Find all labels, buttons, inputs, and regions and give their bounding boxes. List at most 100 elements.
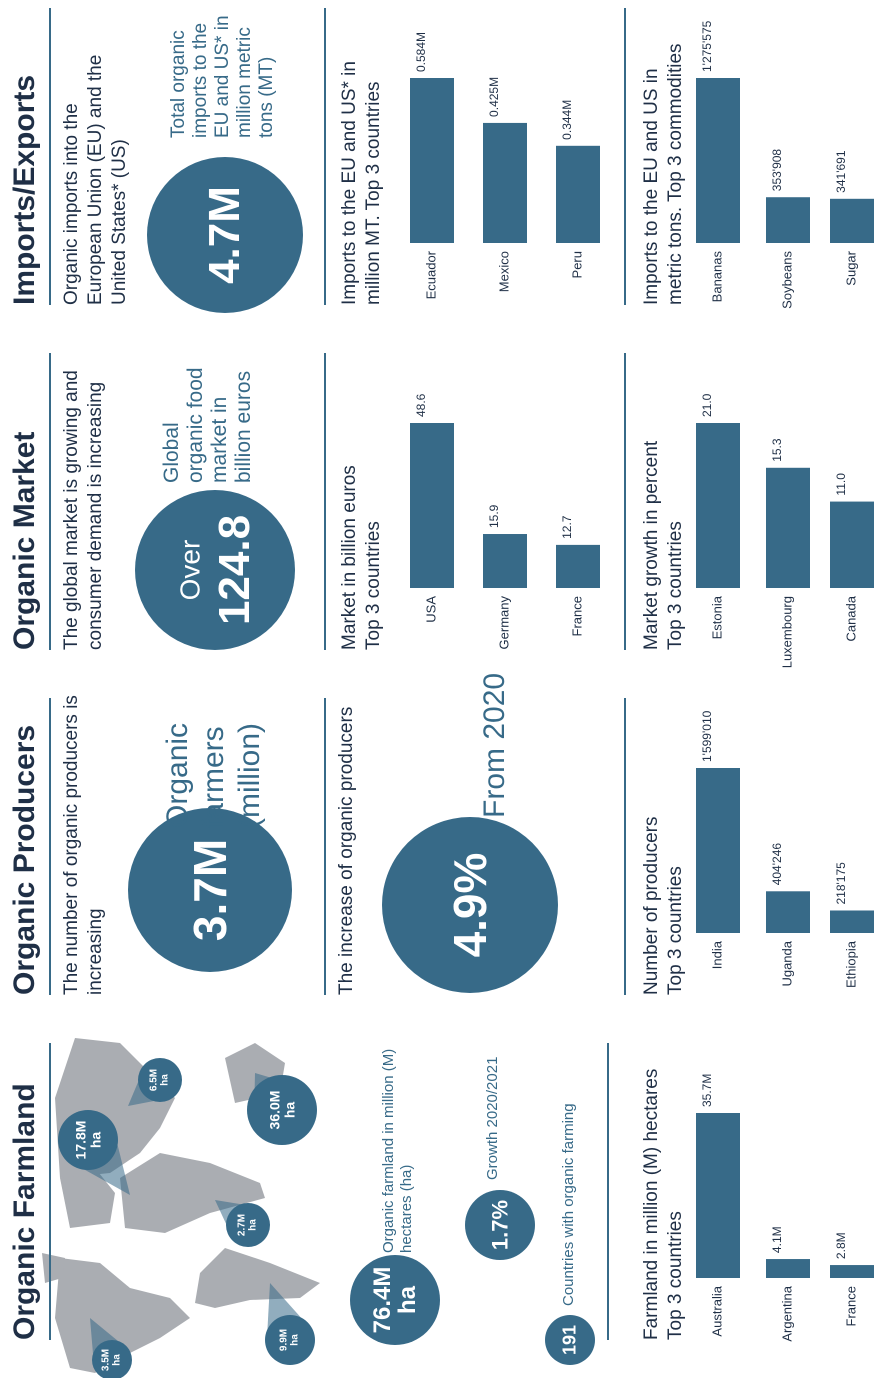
pin <box>247 1075 317 1145</box>
highlight-label: From 2020 <box>478 672 511 818</box>
bar <box>696 78 740 243</box>
highlight: 4.9% <box>443 852 496 958</box>
category-label: Estonia <box>709 595 724 639</box>
value-label: 21.0 <box>700 393 714 417</box>
value-label: 0.425M <box>487 77 501 117</box>
section-title: Organic Market <box>8 431 41 650</box>
bar <box>483 534 527 588</box>
description: The number of organic producers is incre… <box>61 695 106 995</box>
highlight-circle <box>135 490 295 650</box>
highlight: 3.7M <box>183 838 236 942</box>
value-label: 0.584M <box>414 32 428 72</box>
description: Organic imports into the European Union … <box>61 54 130 305</box>
stat-value: 191 <box>559 1324 580 1356</box>
bar <box>766 467 810 588</box>
stat-label: Organic farmland in million (M) hectares… <box>380 1048 415 1253</box>
bar <box>483 122 527 243</box>
category-label: Bananas <box>709 251 724 303</box>
chart-title: Market in billion euros Top 3 countries <box>339 465 384 650</box>
pin <box>92 1340 132 1378</box>
value-label: 404'246 <box>770 843 784 886</box>
highlight-prefix: Over <box>174 539 206 601</box>
value-label: 341'691 <box>834 150 848 193</box>
value-label: 0.344M <box>560 100 574 140</box>
bar <box>766 197 810 243</box>
category-label: Sugar <box>843 250 858 285</box>
value-label: 1'275'575 <box>700 20 714 72</box>
category-label: Mexico <box>496 251 511 292</box>
chart-title: Market growth in percent Top 3 countries <box>641 440 686 650</box>
value-label: 353'908 <box>770 149 784 192</box>
category-label: Germany <box>496 596 511 650</box>
value-label: 15.3 <box>770 438 784 462</box>
map-label: 17.8M ha <box>72 1120 103 1160</box>
value-label: 218'175 <box>834 862 848 905</box>
category-label: Soybeans <box>779 251 794 309</box>
bar <box>410 423 454 588</box>
bar <box>696 423 740 588</box>
highlight-circle <box>382 817 558 993</box>
chart-title: Imports to the EU and US* in million MT.… <box>339 61 384 305</box>
pin <box>58 1110 118 1170</box>
chart-title: Number of producers Top 3 countries <box>641 816 686 995</box>
value-label: 15.9 <box>487 504 501 528</box>
chart-title: Imports to the EU and US in metric tons.… <box>641 43 686 305</box>
category-label: Uganda <box>779 940 794 986</box>
category-label: Ethiopia <box>843 940 858 988</box>
description: The increase of organic producers <box>336 706 357 995</box>
continent <box>55 1258 190 1373</box>
pin <box>265 1315 315 1365</box>
chart-title: Farmland in million (M) hectares Top 3 c… <box>641 1068 686 1340</box>
highlight-circle <box>465 1190 535 1260</box>
bar <box>556 544 600 588</box>
pin <box>138 1058 182 1102</box>
highlight-label: Global organic food market in billion eu… <box>160 367 255 483</box>
map-label: 6.5M ha <box>148 1068 171 1092</box>
highlight: 4.7M <box>199 186 249 284</box>
highlight-label: Organic farmers (million) <box>161 722 266 828</box>
stat-label: Countries with organic farming <box>560 1103 577 1306</box>
stat-value: 76.4M ha <box>368 1266 421 1334</box>
pin <box>226 1203 270 1247</box>
highlight-circle <box>147 157 303 313</box>
stat-label: Growth 2020/2021 <box>484 1056 501 1180</box>
continent <box>195 1248 320 1308</box>
section-title: Organic Farmland <box>8 1083 41 1340</box>
continent <box>42 1253 65 1283</box>
value-label: 2.8M <box>834 1232 848 1259</box>
value-label: 11.0 <box>834 473 848 496</box>
map-label: 36.0M ha <box>266 1090 297 1130</box>
category-label: USA <box>423 596 438 623</box>
value-label: 35.7M <box>700 1074 714 1107</box>
stat-value: 1.7% <box>487 1199 513 1251</box>
category-label: France <box>843 1286 858 1326</box>
bar <box>696 1113 740 1278</box>
bar <box>766 891 810 933</box>
category-label: Luxembourg <box>779 596 794 668</box>
highlight-circle <box>350 1255 440 1345</box>
map-label: 2.7M ha <box>236 1213 259 1237</box>
section-title: Imports/Exports <box>8 74 41 305</box>
category-label: Argentina <box>779 1285 794 1341</box>
description: The global market is growing and consume… <box>61 370 106 650</box>
highlight-label: Total organic imports to the EU and US* … <box>168 15 277 138</box>
category-label: Peru <box>569 251 584 278</box>
category-label: India <box>709 940 724 969</box>
bar <box>830 501 874 588</box>
bar <box>830 910 874 933</box>
map-label: 3.5M ha <box>100 1348 123 1372</box>
highlight: 124.8 <box>209 514 259 626</box>
bar <box>696 768 740 933</box>
continent <box>60 1168 115 1228</box>
category-label: Ecuador <box>423 250 438 299</box>
continent <box>120 1153 265 1233</box>
highlight-circle <box>128 808 292 972</box>
value-label: 1'599'010 <box>700 710 714 762</box>
category-label: Canada <box>843 595 858 641</box>
bar <box>556 145 600 243</box>
section-title: Organic Producers <box>8 724 41 995</box>
map-label: 9.9M ha <box>278 1328 301 1352</box>
